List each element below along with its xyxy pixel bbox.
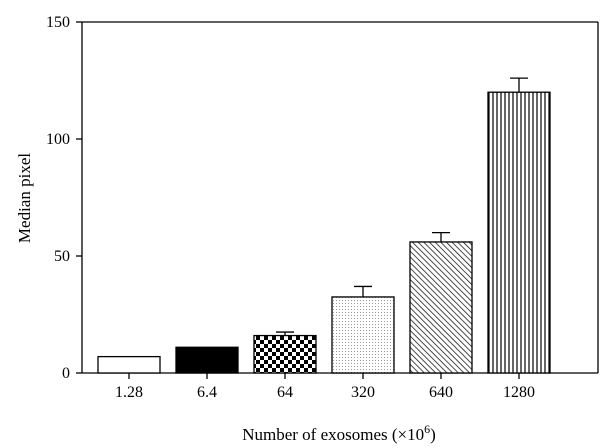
bar-6.4 xyxy=(175,346,239,374)
x-tick-label: 1280 xyxy=(503,384,535,401)
x-axis-label-main: Number of exosomes (×10 xyxy=(242,425,424,444)
x-axis-label: Number of exosomes (×106) xyxy=(242,422,436,444)
x-tick-label: 320 xyxy=(351,384,375,401)
y-tick-label: 0 xyxy=(62,365,70,382)
x-tick-label: 1.28 xyxy=(115,384,143,401)
x-axis-label-suffix: ) xyxy=(430,425,436,444)
bar-1.28 xyxy=(97,355,161,374)
bars-group xyxy=(97,77,551,374)
y-tick-label: 50 xyxy=(54,248,70,265)
y-tick-label: 150 xyxy=(46,14,70,31)
x-tick-label: 64 xyxy=(277,384,293,401)
y-axis-label: Median pixel xyxy=(15,153,34,243)
y-tick-label: 100 xyxy=(46,131,70,148)
x-tick-label: 6.4 xyxy=(197,384,217,401)
y-axis-ticks: 0 50 100 150 xyxy=(46,14,82,382)
bar-320 xyxy=(331,296,395,374)
x-tick-label: 640 xyxy=(429,384,453,401)
bar-64 xyxy=(253,334,317,374)
bar-640 xyxy=(409,241,473,374)
bar-1280 xyxy=(487,91,551,374)
x-axis-ticks: 1.28 6.4 64 320 640 1280 xyxy=(115,373,535,401)
x-axis-label-superscript: 6 xyxy=(424,422,430,436)
